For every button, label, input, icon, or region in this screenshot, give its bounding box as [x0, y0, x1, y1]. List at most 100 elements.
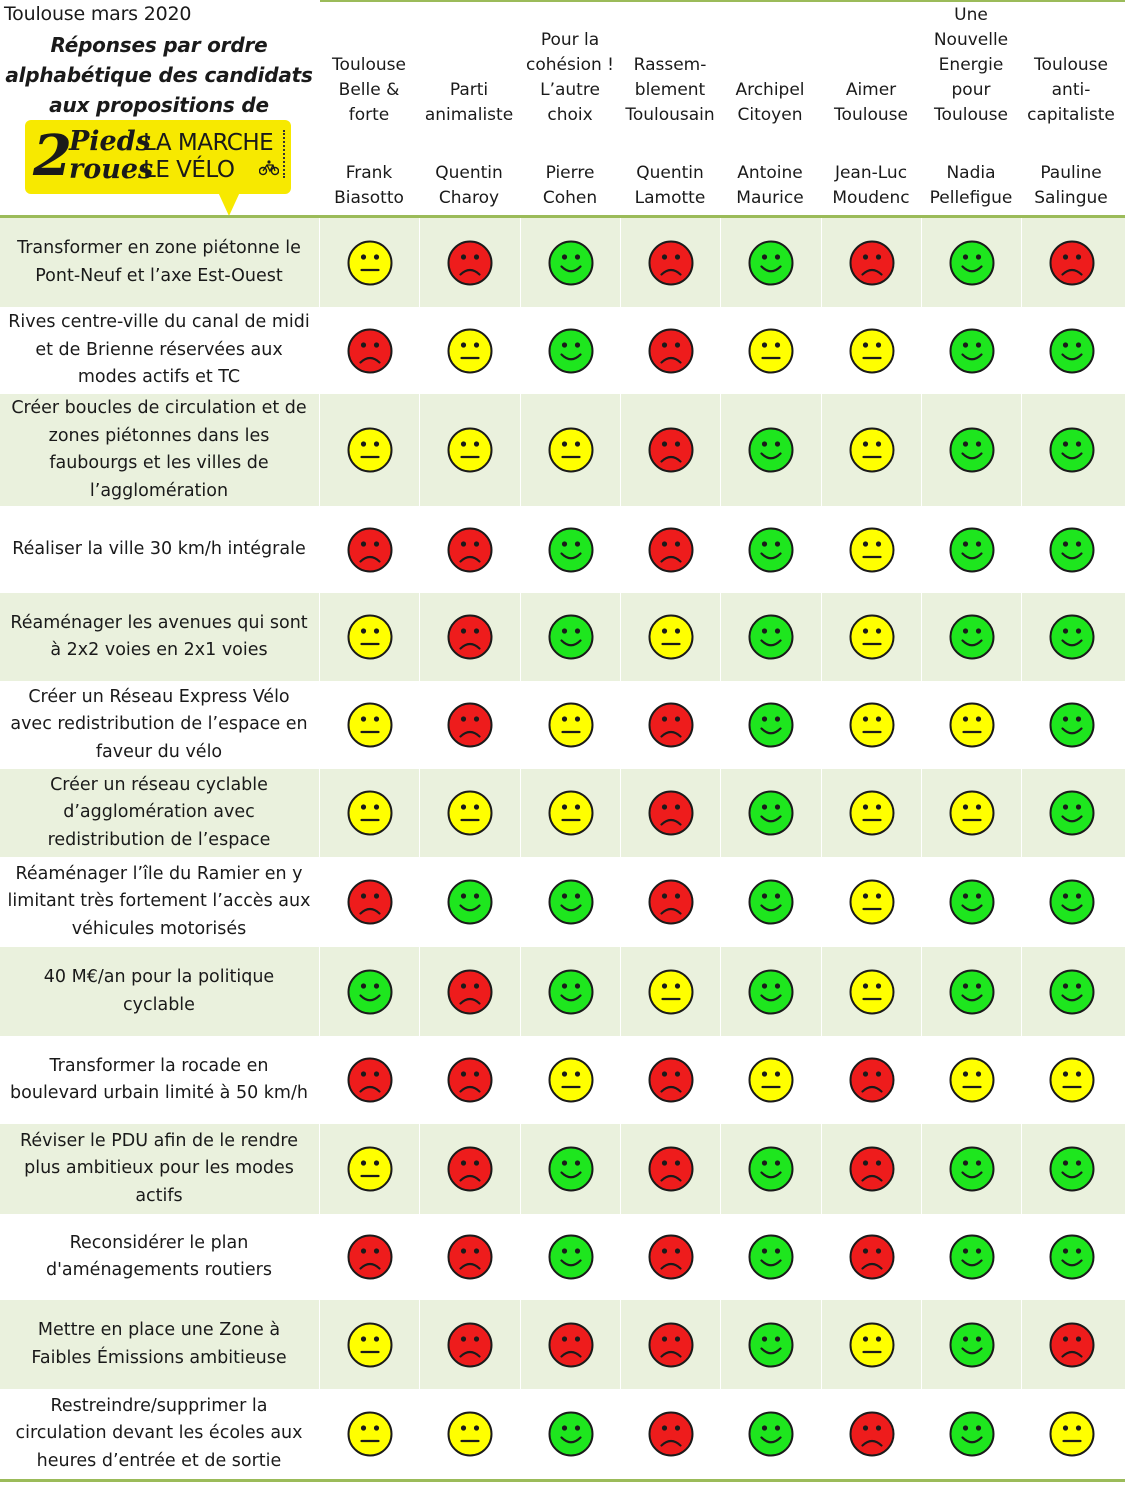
name-line: Lamotte	[634, 188, 706, 208]
opposed-face-icon	[849, 1057, 894, 1103]
party-line: Toulousain	[625, 105, 715, 125]
favorable-face-icon	[1049, 527, 1094, 572]
top-rule	[320, 0, 1125, 2]
candidate-name: Quentin Lamotte	[614, 161, 726, 211]
bicycle-icon	[259, 160, 279, 176]
neutral-face-icon	[548, 1057, 593, 1103]
proposition-line: Créer un réseau cyclable	[50, 774, 268, 795]
answer-cell	[720, 947, 820, 1036]
neutral-face-icon	[347, 1411, 392, 1457]
answer-cell	[419, 1036, 519, 1124]
favorable-face-icon	[748, 427, 793, 473]
answer-cell	[1021, 681, 1121, 769]
party-line: animaliste	[424, 105, 514, 125]
answer-cell	[520, 1124, 620, 1214]
header-rule	[0, 215, 1125, 218]
candidate-party: Toulouse Belle & forte	[313, 53, 425, 128]
proposition-line: Réaménager les avenues qui sont	[10, 612, 308, 633]
candidate-header: Toulouse anti-capitaliste Pauline Salingue	[1021, 0, 1121, 214]
answer-cell	[319, 394, 419, 506]
neutral-face-icon	[949, 1057, 994, 1103]
favorable-face-icon	[1049, 1234, 1094, 1280]
answer-cell	[620, 857, 720, 947]
answer-cell	[1021, 857, 1121, 947]
neutral-face-icon	[347, 240, 392, 285]
table-row: Créer boucles de circulation et de zones …	[0, 394, 1125, 506]
name-line: Jean-Luc	[834, 163, 908, 183]
proposition-line: et de Brienne réservées aux	[35, 339, 283, 360]
answer-cell	[821, 1389, 921, 1479]
opposed-face-icon	[447, 1146, 492, 1192]
favorable-face-icon	[949, 879, 994, 925]
favorable-face-icon	[1049, 969, 1094, 1014]
logo-speech-tail	[218, 192, 240, 216]
opposed-face-icon	[648, 879, 693, 925]
favorable-face-icon	[1049, 1146, 1094, 1192]
party-line: Rassem-	[633, 55, 707, 75]
answer-cell	[921, 1389, 1021, 1479]
favorable-face-icon	[347, 969, 392, 1014]
answer-cell	[821, 593, 921, 681]
candidate-name: Jean-Luc Moudenc	[815, 161, 927, 211]
name-line: Biasotto	[334, 188, 404, 208]
candidate-party: Parti animaliste	[413, 78, 525, 128]
logo-digit: 2	[33, 123, 72, 189]
name-line: Pellefigue	[929, 188, 1013, 208]
context-line: Toulouse mars 2020	[4, 3, 192, 25]
answer-cell	[520, 593, 620, 681]
answer-cell	[720, 1124, 820, 1214]
logo-line-bottom: LE VÉLO	[143, 157, 235, 183]
answer-cell	[921, 1036, 1021, 1124]
proposition-text: Rives centre-ville du canal de midi et de…	[0, 307, 318, 394]
favorable-face-icon	[548, 969, 593, 1014]
favorable-face-icon	[949, 328, 994, 373]
neutral-face-icon	[748, 328, 793, 373]
answer-cell	[319, 1036, 419, 1124]
proposition-line: Créer un Réseau Express Vélo	[28, 686, 290, 707]
proposition-line: limitant très fortement l’accès aux	[7, 891, 311, 912]
name-line: Maurice	[736, 188, 804, 208]
proposition-lines: Reconsidérer le plan d'aménagements routi…	[46, 1230, 272, 1285]
favorable-face-icon	[1049, 427, 1094, 473]
opposed-face-icon	[447, 702, 492, 748]
proposition-line: plus ambitieux pour les modes	[24, 1158, 294, 1179]
proposition-lines: Rives centre-ville du canal de midi et de…	[8, 309, 310, 392]
name-line: Pauline	[1040, 163, 1102, 183]
answer-cell	[720, 1389, 820, 1479]
neutral-face-icon	[347, 790, 392, 836]
name-line: Quentin	[636, 163, 704, 183]
neutral-face-icon	[447, 328, 492, 373]
neutral-face-icon	[849, 1322, 894, 1367]
answer-cell	[821, 1124, 921, 1214]
proposition-lines: Transformer la rocade en boulevard urbain…	[10, 1053, 308, 1108]
proposition-text: 40 M€/an pour la politique cyclable	[0, 947, 318, 1036]
opposed-face-icon	[347, 1234, 392, 1280]
favorable-face-icon	[1049, 790, 1094, 836]
party-line: Toulouse	[834, 105, 908, 125]
answer-cell	[520, 769, 620, 857]
answer-cell	[520, 1389, 620, 1479]
party-line: Parti	[449, 80, 489, 100]
favorable-face-icon	[748, 1411, 793, 1457]
answer-cell	[821, 857, 921, 947]
party-line: anti-	[1051, 80, 1091, 100]
answer-cell	[821, 681, 921, 769]
neutral-face-icon	[347, 1322, 392, 1367]
answer-cell	[821, 307, 921, 394]
proposition-line: Transformer en zone piétonne le	[17, 238, 301, 258]
opposed-face-icon	[447, 527, 492, 572]
favorable-face-icon	[748, 702, 793, 748]
proposition-text: Créer un Réseau Express Vélo avec redistr…	[0, 681, 318, 769]
answer-cell	[720, 681, 820, 769]
answer-cell	[520, 506, 620, 593]
party-line: Nouvelle	[933, 30, 1009, 50]
proposition-line: avec redistribution de l’espace en	[10, 714, 308, 735]
opposed-face-icon	[648, 1322, 693, 1367]
proposition-line: Réviser le PDU afin de le rendre	[20, 1130, 298, 1151]
neutral-face-icon	[548, 790, 593, 836]
answer-cell	[921, 947, 1021, 1036]
proposition-text: Créer un réseau cyclable d’agglomération …	[0, 769, 318, 857]
neutral-face-icon	[849, 702, 894, 748]
proposition-line: l’agglomération	[89, 480, 229, 501]
answer-cell	[319, 593, 419, 681]
